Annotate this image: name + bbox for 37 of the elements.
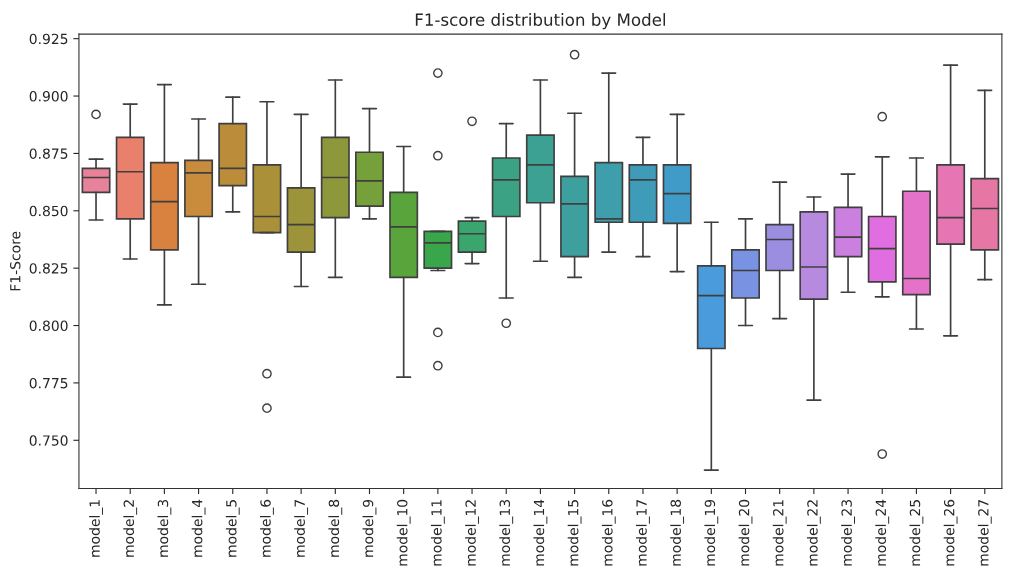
x-tick-label: model_19 xyxy=(704,499,719,566)
x-tick-label: model_14 xyxy=(533,499,548,566)
x-tick-label: model_7 xyxy=(294,500,309,557)
x-tick-label: model_23 xyxy=(841,500,855,566)
x-tick-label: model_16 xyxy=(601,499,616,566)
y-tick-label: 0.825 xyxy=(29,263,68,274)
x-tick-label: model_26 xyxy=(943,499,958,566)
y-tick-label: 0.800 xyxy=(29,320,68,332)
x-tick-label: model_27 xyxy=(977,500,992,566)
x-tick-label: model_1 xyxy=(89,500,103,557)
y-tick-label: 0.875 xyxy=(29,148,68,159)
x-tick-label: model_13 xyxy=(499,500,514,566)
x-tick-label: model_3 xyxy=(157,500,172,557)
x-tick-label: model_11 xyxy=(430,500,445,566)
chart-title: F1-score distribution by Model xyxy=(415,13,666,30)
x-tick-label: model_22 xyxy=(806,500,821,566)
y-tick-label: 0.925 xyxy=(29,33,68,45)
x-tick-label: model_17 xyxy=(636,500,650,566)
x-tick-label: model_24 xyxy=(875,499,890,566)
x-tick-label: model_6 xyxy=(260,499,274,557)
x-tick-label: model_21 xyxy=(772,500,787,566)
y-tick-label: 0.750 xyxy=(29,435,68,446)
x-tick-label: model_12 xyxy=(465,500,479,566)
x-tick-label: model_15 xyxy=(567,500,582,566)
x-tick-label: model_10 xyxy=(396,499,411,566)
x-tick-label: model_8 xyxy=(328,499,343,557)
x-tick-label: model_4 xyxy=(191,499,206,557)
x-tick-label: model_20 xyxy=(738,499,753,566)
x-tick-label: model_18 xyxy=(670,499,685,566)
y-tick-label: 0.775 xyxy=(29,377,68,389)
y-tick-label: 0.900 xyxy=(29,91,68,102)
y-axis-title: F1-Score xyxy=(10,231,21,291)
x-tick-label: model_5 xyxy=(225,500,240,557)
y-tick-label: 0.850 xyxy=(29,205,68,217)
x-tick-label: model_2 xyxy=(123,500,138,557)
x-tick-label: model_25 xyxy=(909,500,924,566)
x-tick-label: model_9 xyxy=(362,499,377,557)
